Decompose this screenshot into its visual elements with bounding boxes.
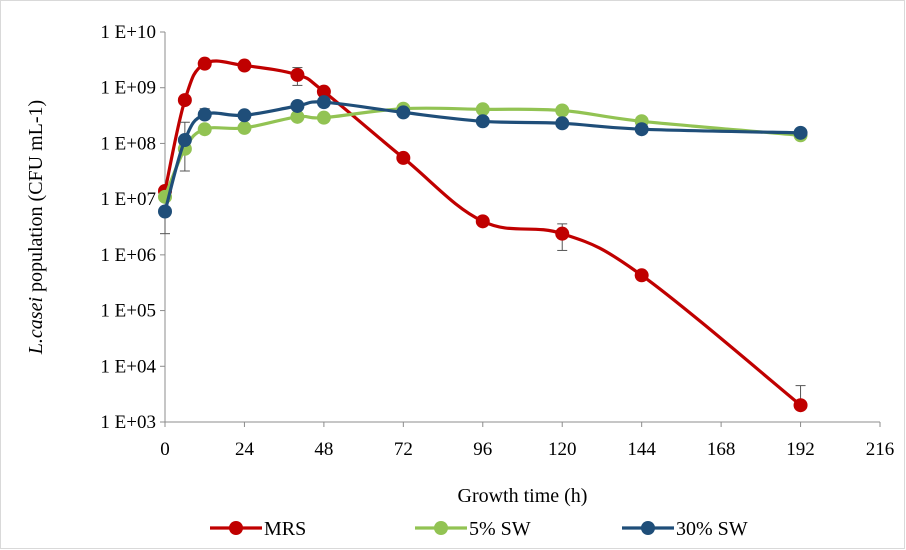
y-axis-title-species: L.casei bbox=[25, 297, 47, 355]
data-point-mrs bbox=[475, 214, 490, 229]
legend-item-5-sw: 5% SW bbox=[415, 518, 531, 540]
legend-item-mrs: MRS bbox=[210, 518, 306, 540]
y-axis-title-rest: population (CFU mL-1) bbox=[25, 100, 47, 297]
y-tick-label: 1 E+08 bbox=[100, 133, 156, 154]
y-tick-label: 1 E+03 bbox=[100, 412, 156, 433]
y-tick-label: 1 E+04 bbox=[100, 356, 156, 377]
x-tick-label: 192 bbox=[786, 439, 815, 460]
data-point-mrs bbox=[634, 268, 649, 283]
series-mrs bbox=[158, 56, 808, 413]
x-tick-label: 72 bbox=[394, 439, 413, 460]
legend: MRS 5% SW 30% SW bbox=[210, 518, 748, 540]
x-axis-title: Growth time (h) bbox=[458, 485, 588, 507]
data-point-30-sw bbox=[177, 133, 192, 148]
data-point-mrs bbox=[396, 150, 411, 165]
data-point-30-sw bbox=[316, 95, 331, 110]
data-point-5-sw bbox=[237, 120, 252, 135]
legend-swatch-marker bbox=[229, 521, 243, 535]
legend-label: MRS bbox=[264, 518, 306, 540]
data-point-30-sw bbox=[793, 125, 808, 140]
x-tick-label: 0 bbox=[160, 439, 170, 460]
series-layer bbox=[158, 56, 808, 413]
y-tick-label: 1 E+06 bbox=[100, 245, 156, 266]
data-point-mrs bbox=[555, 226, 570, 241]
y-tick-label: 1 E+05 bbox=[100, 301, 156, 322]
x-tick-label: 24 bbox=[235, 439, 255, 460]
data-point-30-sw bbox=[197, 107, 212, 122]
legend-item-30-sw: 30% SW bbox=[622, 518, 748, 540]
legend-swatch-marker bbox=[641, 521, 655, 535]
legend-label: 30% SW bbox=[676, 518, 748, 540]
x-tick-label: 216 bbox=[866, 439, 895, 460]
data-point-mrs bbox=[793, 398, 808, 413]
y-axis-title: L.casei population (CFU mL-1) bbox=[25, 100, 47, 355]
data-point-5-sw bbox=[197, 122, 212, 137]
data-point-mrs bbox=[197, 56, 212, 71]
data-point-30-sw bbox=[396, 105, 411, 120]
legend-label: 5% SW bbox=[469, 518, 531, 540]
data-point-30-sw bbox=[555, 116, 570, 131]
data-point-mrs bbox=[237, 58, 252, 73]
y-tick-label: 1 E+10 bbox=[100, 22, 156, 43]
data-point-mrs bbox=[177, 93, 192, 108]
y-tick-label: 1 E+07 bbox=[100, 189, 156, 210]
data-point-5-sw bbox=[475, 102, 490, 117]
data-point-30-sw bbox=[237, 108, 252, 123]
x-tick-label: 48 bbox=[314, 439, 333, 460]
x-tick-label: 144 bbox=[627, 439, 656, 460]
series-30-sw bbox=[158, 95, 808, 235]
x-tick-label: 96 bbox=[473, 439, 492, 460]
data-point-mrs bbox=[316, 84, 331, 99]
x-tick-label: 120 bbox=[548, 439, 577, 460]
legend-swatch-marker bbox=[434, 521, 448, 535]
data-point-5-sw bbox=[555, 103, 570, 118]
x-tick-labels: 0 24 48 72 96 120 144 168 192 216 bbox=[160, 439, 894, 460]
data-point-30-sw bbox=[634, 122, 649, 137]
x-tick-label: 168 bbox=[707, 439, 736, 460]
y-tick-labels: 1 E+03 1 E+04 1 E+05 1 E+06 1 E+07 1 E+08 1 E+… bbox=[100, 22, 156, 433]
data-point-30-sw bbox=[290, 98, 305, 113]
data-point-30-sw bbox=[158, 204, 172, 219]
data-point-5-sw bbox=[290, 109, 305, 124]
y-tick-label: 1 E+09 bbox=[100, 78, 156, 99]
data-point-mrs bbox=[290, 67, 305, 82]
data-point-5-sw bbox=[316, 110, 331, 125]
data-point-30-sw bbox=[475, 114, 490, 129]
